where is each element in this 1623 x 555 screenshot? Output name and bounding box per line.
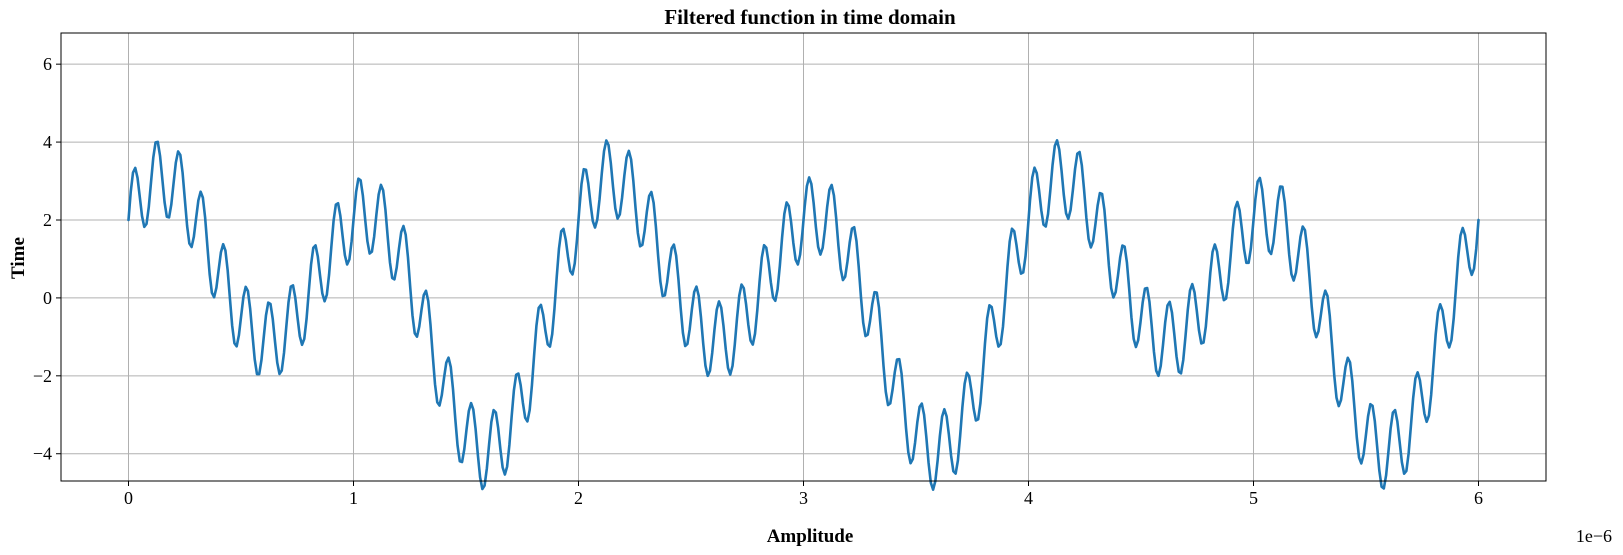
series-line bbox=[127, 139, 1480, 491]
x-tick-label: 5 bbox=[1249, 488, 1258, 508]
x-tick-label: 1 bbox=[349, 488, 358, 508]
x-tick-label: 4 bbox=[1024, 488, 1033, 508]
chart-title: Filtered function in time domain bbox=[664, 5, 956, 29]
x-tick-label: 3 bbox=[799, 488, 808, 508]
plot-frame bbox=[60, 32, 1547, 482]
x-tick-label: 0 bbox=[124, 488, 133, 508]
y-tick-label: −4 bbox=[33, 444, 52, 464]
y-tick-label: 4 bbox=[43, 132, 52, 152]
x-axis-offset-label: 1e−6 bbox=[1576, 526, 1612, 546]
plot-area bbox=[127, 139, 1480, 491]
x-tick-label: 6 bbox=[1474, 488, 1483, 508]
grid bbox=[61, 33, 1546, 481]
y-tick-label: −2 bbox=[33, 366, 52, 386]
y-tick-label: 6 bbox=[43, 54, 52, 74]
y-axis-label: Time bbox=[8, 237, 29, 279]
x-tick-label: 2 bbox=[574, 488, 583, 508]
y-tick-label: 0 bbox=[43, 288, 52, 308]
axes: 0 1 2 3 4 5 6 −4 −2 0 2 4 6 bbox=[33, 32, 1547, 508]
y-tick-label: 2 bbox=[43, 210, 52, 230]
x-axis-label: Amplitude bbox=[767, 526, 854, 547]
